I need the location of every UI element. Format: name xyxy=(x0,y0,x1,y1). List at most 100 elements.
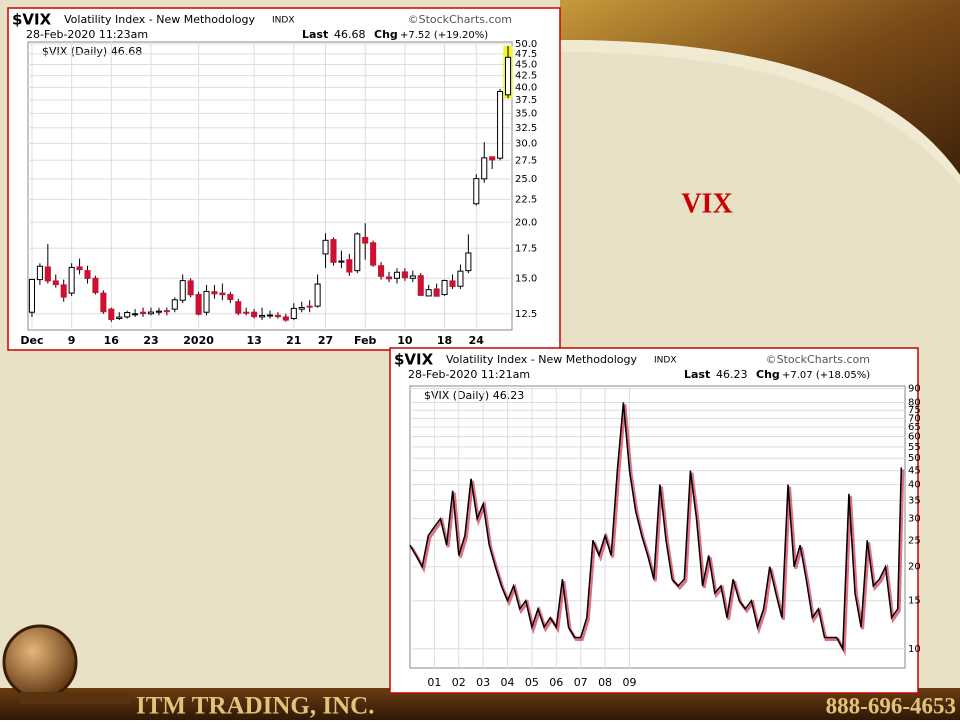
y-tick-label: 45 xyxy=(908,466,921,477)
candle-body xyxy=(274,314,281,318)
candle-body xyxy=(60,284,67,298)
candle-body xyxy=(100,292,107,313)
x-tick-label: 10 xyxy=(397,334,413,347)
chart-title: $VIX xyxy=(394,351,434,369)
last-value: 46.23 xyxy=(716,368,748,381)
company-name: ITM TRADING, INC. xyxy=(136,693,374,720)
y-tick-label: 20.0 xyxy=(515,217,537,228)
plot-area xyxy=(409,385,906,669)
candle-body xyxy=(251,311,258,318)
x-tick-label: 02 xyxy=(452,676,466,689)
y-tick-label: 25.0 xyxy=(515,174,537,185)
slide-heading: VIX xyxy=(681,188,732,219)
exchange: INDX xyxy=(272,16,294,26)
source: ©StockCharts.com xyxy=(408,13,512,26)
top-swoosh xyxy=(560,0,960,175)
last-label: Last xyxy=(684,368,710,381)
y-tick-label: 40.0 xyxy=(515,82,537,93)
x-tick-label: Feb xyxy=(354,334,377,347)
x-tick-label: 05 xyxy=(525,676,539,689)
candle-body xyxy=(441,280,448,296)
candle-body xyxy=(211,291,218,295)
candle-body xyxy=(314,283,321,307)
legend: $VIX (Daily) 46.68 xyxy=(42,45,142,58)
swoosh-highlight xyxy=(560,40,960,185)
timestamp: 28-Feb-2020 11:21am xyxy=(408,368,530,381)
y-tick-label: 15 xyxy=(908,596,921,607)
series-shadow xyxy=(410,404,905,657)
candle-body xyxy=(338,260,345,263)
candle-body xyxy=(92,277,99,294)
candle-body xyxy=(378,265,385,277)
candle-body xyxy=(385,276,393,280)
y-tick-label: 47.5 xyxy=(515,49,537,60)
candle-body xyxy=(227,294,234,301)
series-line xyxy=(409,402,903,652)
candle-body xyxy=(84,270,91,279)
candle-body xyxy=(393,271,400,279)
candle-body xyxy=(433,288,440,297)
y-tick-label: 90 xyxy=(908,384,921,395)
candle-body xyxy=(282,316,289,321)
x-tick-label: 01 xyxy=(427,676,441,689)
candle-body xyxy=(124,312,131,318)
candle-body xyxy=(187,280,194,296)
chart-title: $VIX xyxy=(12,11,52,29)
candle-body xyxy=(219,292,226,296)
x-tick-label: 09 xyxy=(622,676,636,689)
x-tick-label: 24 xyxy=(469,334,485,347)
y-tick-label: 35.0 xyxy=(515,108,537,119)
chg-label: Chg xyxy=(756,368,780,381)
y-tick-label: 37.5 xyxy=(515,95,537,106)
candle-body xyxy=(354,233,361,272)
last-label: Last xyxy=(302,28,328,41)
candle-body xyxy=(52,280,59,286)
candle-body xyxy=(36,265,43,281)
candle-body xyxy=(322,239,329,255)
candle-body xyxy=(449,280,456,287)
candle-body xyxy=(298,306,305,310)
y-tick-label: 30 xyxy=(908,514,921,525)
x-tick-label: 23 xyxy=(143,334,158,347)
y-tick-label: 50.0 xyxy=(515,39,537,50)
y-tick-label: 65 xyxy=(908,422,921,433)
candle-body xyxy=(473,178,480,205)
last-value: 46.68 xyxy=(334,28,366,41)
chg-value: +7.07 (+18.05%) xyxy=(782,370,870,381)
y-tick-label: 40 xyxy=(908,480,921,491)
candle-body xyxy=(243,311,250,314)
y-tick-label: 20 xyxy=(908,562,921,573)
y-tick-label: 80 xyxy=(908,398,921,409)
y-tick-label: 12.5 xyxy=(515,309,537,320)
candle-body xyxy=(140,311,147,315)
phone: 888-696-4653 xyxy=(826,693,956,718)
candle-body xyxy=(163,310,170,313)
x-tick-label: 03 xyxy=(476,676,490,689)
x-tick-label: 9 xyxy=(68,334,76,347)
candle-body xyxy=(259,314,266,318)
candle-body xyxy=(465,252,472,272)
x-tick-label: 07 xyxy=(574,676,588,689)
plot-area xyxy=(27,41,513,331)
x-tick-label: 04 xyxy=(501,676,515,689)
y-tick-label: 15.0 xyxy=(515,273,537,284)
book-icon xyxy=(20,692,130,704)
y-tick-label: 75 xyxy=(908,405,921,416)
chg-value: +7.52 (+19.20%) xyxy=(400,30,488,41)
candle-body xyxy=(203,290,210,313)
candle-body xyxy=(179,280,186,301)
candle-body xyxy=(266,314,274,317)
timestamp: 28-Feb-2020 11:23am xyxy=(26,28,148,41)
candle-body xyxy=(28,278,36,313)
y-tick-label: 60 xyxy=(908,432,921,443)
chart-subtitle: Volatility Index - New Methodology xyxy=(64,13,255,26)
candle-body xyxy=(171,299,178,310)
x-tick-label: 21 xyxy=(286,334,301,347)
candle-body xyxy=(370,242,377,266)
candle-body xyxy=(147,311,155,315)
chg-label: Chg xyxy=(374,28,398,41)
candle-body xyxy=(68,266,75,294)
candle-body xyxy=(108,308,115,320)
y-tick-label: 55 xyxy=(908,442,921,453)
